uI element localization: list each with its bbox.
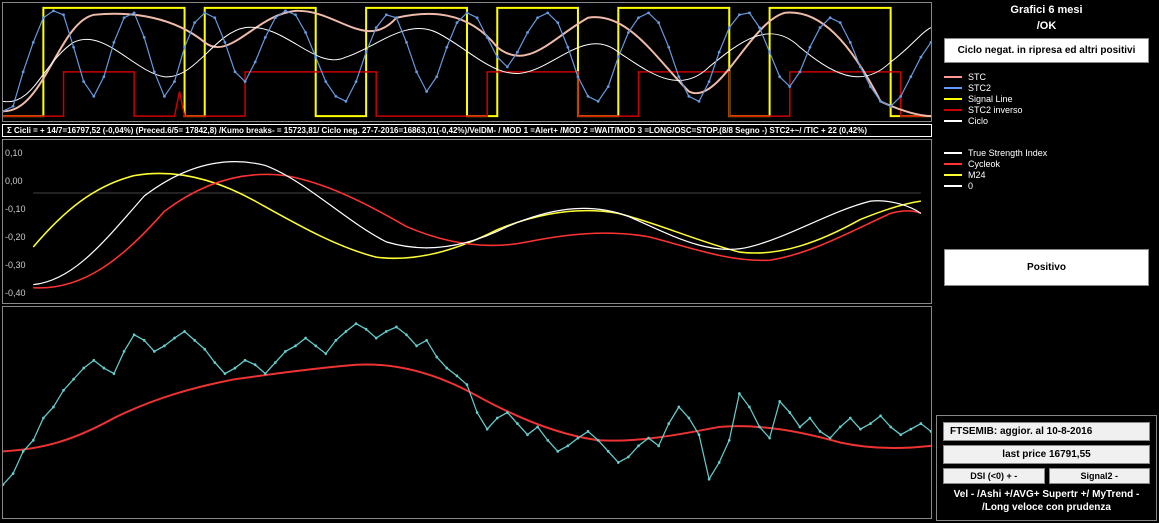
y-tick-label: 0,00: [5, 176, 23, 186]
panel-price: AVG+ Ashi +/Supertr +/C+1 + /CD1 - /ORB1…: [2, 306, 932, 519]
summary-title: FTSEMIB: aggior. al 10-8-2016: [943, 422, 1150, 441]
legend-label: Signal Line: [968, 94, 1013, 104]
y-tick-label: -0,10: [5, 204, 26, 214]
y-tick-label: 0,10: [5, 148, 23, 158]
chart-1-svg: [3, 3, 931, 121]
dsi-signal-row: DSI (<0) + - Signal2 -: [943, 468, 1150, 484]
legend-label: Ciclo: [968, 116, 988, 126]
side-header-1: Grafici 6 mesi: [936, 2, 1157, 18]
summary-panel: FTSEMIB: aggior. al 10-8-2016 last price…: [936, 415, 1157, 521]
legend-1: STCSTC2Signal LineSTC2 inversoCiclo: [936, 67, 1157, 131]
y-tick-label: -0,20: [5, 232, 26, 242]
legend-swatch: [944, 120, 962, 122]
legend-label: STC2 inverso: [968, 105, 1023, 115]
legend-item: STC: [944, 72, 1149, 82]
legend-swatch: [944, 87, 962, 89]
summary-text: Vel - /Ashi +/AVG+ Supertr +/ MyTrend - …: [943, 488, 1150, 514]
legend-item: STC2 inverso: [944, 105, 1149, 115]
legend-item: STC2: [944, 83, 1149, 93]
charts-column: Σ Cicli = + 14/7=16797,52 (-0,04%) (Prec…: [0, 0, 934, 523]
legend-swatch: [944, 152, 962, 154]
legend-item: True Strength Index: [944, 148, 1149, 158]
y-tick-label: -0,30: [5, 260, 26, 270]
y-tick-label: -0,40: [5, 288, 26, 298]
panel-oscillator-6m: [2, 2, 932, 122]
last-price: last price 16791,55: [943, 445, 1150, 464]
panel-tsi: 0,10 0,00 -0,10 -0,20 -0,30 -0,40: [2, 139, 932, 304]
dsi-cell: DSI (<0) + -: [943, 468, 1045, 484]
legend-item: Signal Line: [944, 94, 1149, 104]
legend-swatch: [944, 76, 962, 78]
legend-2: True Strength IndexCycleokM240: [936, 143, 1157, 196]
legend-label: M24: [968, 170, 986, 180]
info-bar: Σ Cicli = + 14/7=16797,52 (-0,04%) (Prec…: [2, 124, 932, 137]
legend-label: STC2: [968, 83, 991, 93]
side-column: Grafici 6 mesi /OK Ciclo negat. in ripre…: [934, 0, 1159, 523]
legend-swatch: [944, 185, 962, 187]
legend-item: Ciclo: [944, 116, 1149, 126]
chart-3-svg: [3, 307, 931, 518]
legend-label: Cycleok: [968, 159, 1000, 169]
chart-2-svg: [3, 140, 931, 303]
legend-swatch: [944, 109, 962, 111]
legend-swatch: [944, 174, 962, 176]
status-box-2: Positivo: [944, 249, 1149, 286]
legend-item: 0: [944, 181, 1149, 191]
legend-swatch: [944, 98, 962, 100]
legend-label: True Strength Index: [968, 148, 1047, 158]
legend-swatch: [944, 163, 962, 165]
legend-label: STC: [968, 72, 986, 82]
root: Σ Cicli = + 14/7=16797,52 (-0,04%) (Prec…: [0, 0, 1159, 523]
legend-item: M24: [944, 170, 1149, 180]
signal-cell: Signal2 -: [1049, 468, 1151, 484]
side-header-2: /OK: [936, 18, 1157, 34]
legend-item: Cycleok: [944, 159, 1149, 169]
legend-label: 0: [968, 181, 973, 191]
status-box-1: Ciclo negat. in ripresa ed altri positiv…: [944, 38, 1149, 63]
